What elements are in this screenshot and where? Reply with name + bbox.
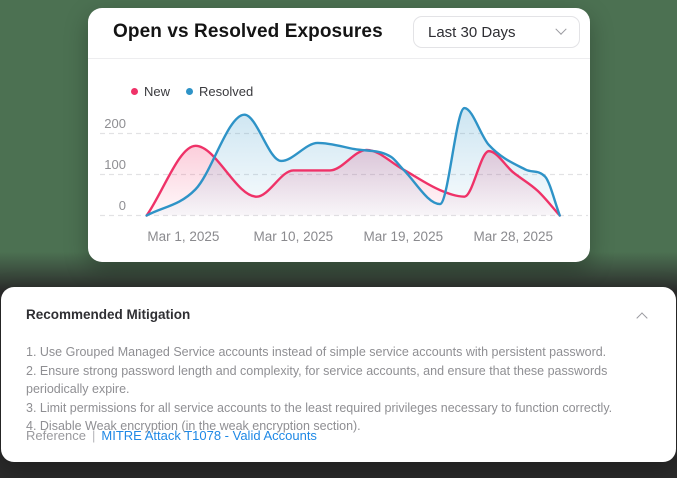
mitigation-item: 1. Use Grouped Managed Service accounts … xyxy=(26,345,607,359)
chevron-down-icon xyxy=(555,23,567,35)
new-series-dot-icon xyxy=(131,88,138,95)
chart-legend: New Resolved xyxy=(131,84,253,99)
mitigation-card: Recommended Mitigation 1. Use Grouped Ma… xyxy=(1,287,676,462)
mitigation-title: Recommended Mitigation xyxy=(26,307,191,322)
exposures-card-header: Open vs Resolved Exposures Last 30 Days xyxy=(88,8,590,58)
legend-label-new: New xyxy=(144,84,171,99)
mitigation-list: 1. Use Grouped Managed Service accounts … xyxy=(26,343,651,436)
resolved-series-dot-icon xyxy=(186,88,194,95)
mitigation-item: 2. Ensure strong password length and com… xyxy=(26,363,608,397)
series-line-resolved xyxy=(145,106,561,217)
reference-label: Reference xyxy=(26,428,86,443)
reference-link[interactable]: MITRE Attack T1078 - Valid Accounts xyxy=(101,428,317,443)
reference-separator: | xyxy=(91,428,96,443)
reference-row: Reference | MITRE Attack T1078 - Valid Acc… xyxy=(26,428,317,443)
x-tick-label: Mar 19, 2025 xyxy=(363,229,444,244)
legend-label-resolved: Resolved xyxy=(199,84,254,99)
exposures-card: Open vs Resolved Exposures Last 30 Days … xyxy=(88,8,590,262)
date-range-select[interactable]: Last 30 Days xyxy=(413,16,580,48)
mitigation-item: 4. Disable Weak encryption (in the weak … xyxy=(26,419,361,433)
collapse-panel-button[interactable] xyxy=(634,311,650,325)
y-tick-label: 0 xyxy=(118,197,126,213)
x-tick-label: Mar 28, 2025 xyxy=(473,229,554,244)
series-line-new xyxy=(145,144,561,217)
y-tick-label: 100 xyxy=(104,156,126,172)
header-divider xyxy=(88,58,590,59)
x-tick-label: Mar 1, 2025 xyxy=(147,229,220,244)
legend-item-new[interactable]: New xyxy=(131,84,170,99)
chevron-up-icon xyxy=(636,312,648,324)
legend-item-resolved[interactable]: Resolved xyxy=(186,84,253,99)
y-tick-label: 200 xyxy=(104,115,126,131)
series-fill-resolved xyxy=(146,108,560,216)
series-fill-new xyxy=(146,145,560,216)
x-tick-label: Mar 10, 2025 xyxy=(253,229,334,244)
chart-title: Open vs Resolved Exposures xyxy=(113,21,383,42)
mitigation-item: 3. Limit permissions for all service acc… xyxy=(26,400,613,415)
date-range-value: Last 30 Days xyxy=(428,23,516,41)
